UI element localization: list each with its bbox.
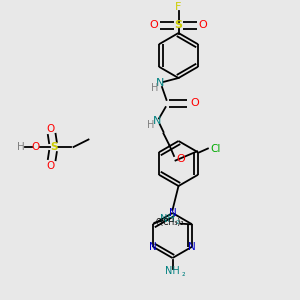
Text: ₂: ₂ <box>176 217 179 226</box>
Text: H: H <box>151 83 158 93</box>
Text: C(CH₃)₂: C(CH₃)₂ <box>155 218 184 227</box>
Text: F: F <box>175 2 182 12</box>
Text: N: N <box>156 78 165 88</box>
Text: N: N <box>149 242 157 252</box>
Text: O: O <box>190 98 200 109</box>
Text: ₂: ₂ <box>181 269 185 278</box>
Text: S: S <box>50 142 58 152</box>
Text: H: H <box>17 142 25 152</box>
Text: O: O <box>176 154 185 164</box>
Text: NH: NH <box>165 266 180 277</box>
Text: O: O <box>149 20 158 31</box>
Text: NH: NH <box>160 214 175 224</box>
Text: N: N <box>188 242 196 252</box>
Text: O: O <box>47 124 55 134</box>
Text: S: S <box>175 20 182 31</box>
Text: H: H <box>147 120 155 130</box>
Text: N: N <box>153 116 162 127</box>
Text: O: O <box>47 161 55 171</box>
Text: N: N <box>169 208 176 218</box>
Text: Cl: Cl <box>210 143 220 154</box>
Text: O: O <box>32 142 40 152</box>
Text: O: O <box>199 20 208 31</box>
